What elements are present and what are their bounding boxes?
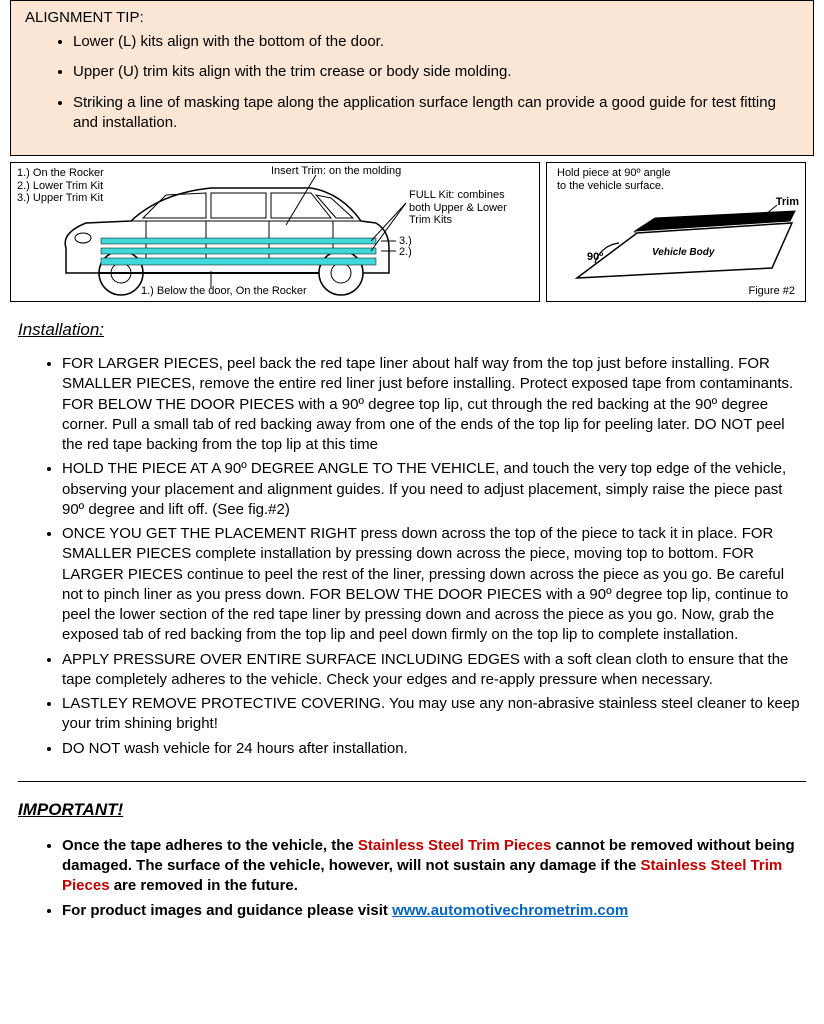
angle-label: 90º	[587, 251, 603, 263]
trim-label: Trim	[776, 196, 799, 208]
alignment-tip-title: ALIGNMENT TIP:	[25, 9, 799, 26]
hold-piece-text1: Hold piece at 90º angle	[557, 167, 671, 179]
important-title: IMPORTANT!	[18, 800, 824, 820]
below-door-label: 1.) Below the door, On the Rocker	[141, 285, 307, 297]
full-kit-line: FULL Kit: combines	[409, 189, 507, 202]
installation-title: Installation:	[18, 320, 824, 340]
install-item: FOR LARGER PIECES, peel back the red tap…	[62, 354, 804, 455]
full-kit-line: Trim Kits	[409, 214, 507, 227]
tip-item: Upper (U) trim kits align with the trim …	[73, 62, 799, 82]
car-diagram: 1.) On the Rocker 2.) Lower Trim Kit 3.)…	[10, 162, 540, 302]
tip-item: Striking a line of masking tape along th…	[73, 93, 799, 134]
important-text: For product images and guidance please v…	[62, 902, 392, 919]
full-kit-line: both Upper & Lower	[409, 202, 507, 215]
figure-label: Figure #2	[749, 285, 795, 297]
install-item: LASTLEY REMOVE PROTECTIVE COVERING. You …	[62, 694, 804, 735]
product-link[interactable]: www.automotivechrometrim.com	[392, 902, 628, 919]
install-item: APPLY PRESSURE OVER ENTIRE SURFACE INCLU…	[62, 650, 804, 691]
diagrams-row: 1.) On the Rocker 2.) Lower Trim Kit 3.)…	[0, 162, 824, 302]
legend-item: 2.) Lower Trim Kit	[17, 180, 104, 193]
install-item: DO NOT wash vehicle for 24 hours after i…	[62, 739, 804, 759]
insert-trim-label: Insert Trim: on the molding	[271, 165, 401, 177]
installation-list: FOR LARGER PIECES, peel back the red tap…	[0, 354, 824, 759]
alignment-tip-list: Lower (L) kits align with the bottom of …	[25, 32, 799, 133]
divider-line	[18, 781, 806, 782]
full-kit-label: FULL Kit: combines both Upper & Lower Tr…	[409, 189, 507, 227]
important-text: are removed in the future.	[110, 877, 298, 894]
important-text: Once the tape adheres to the vehicle, th…	[62, 837, 358, 854]
callout-2: 2.)	[399, 246, 412, 258]
vehicle-body-label: Vehicle Body	[652, 247, 714, 258]
install-item: ONCE YOU GET THE PLACEMENT RIGHT press d…	[62, 524, 804, 646]
diagram-legend: 1.) On the Rocker 2.) Lower Trim Kit 3.)…	[17, 167, 104, 205]
tip-item: Lower (L) kits align with the bottom of …	[73, 32, 799, 52]
legend-item: 1.) On the Rocker	[17, 167, 104, 180]
install-item: HOLD THE PIECE AT A 90º DEGREE ANGLE TO …	[62, 459, 804, 520]
important-red-text: Stainless Steel Trim Pieces	[358, 837, 551, 854]
alignment-tip-box: ALIGNMENT TIP: Lower (L) kits align with…	[10, 0, 814, 156]
important-list: Once the tape adheres to the vehicle, th…	[0, 836, 824, 921]
legend-item: 3.) Upper Trim Kit	[17, 192, 104, 205]
angle-diagram: Hold piece at 90º angle to the vehicle s…	[546, 162, 806, 302]
important-item: Once the tape adheres to the vehicle, th…	[62, 836, 804, 897]
hold-piece-text2: to the vehicle surface.	[557, 180, 664, 192]
important-item: For product images and guidance please v…	[62, 901, 804, 921]
